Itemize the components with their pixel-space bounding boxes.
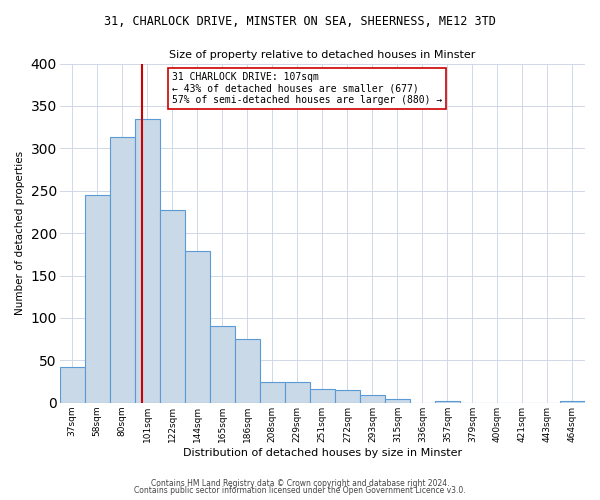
X-axis label: Distribution of detached houses by size in Minster: Distribution of detached houses by size … xyxy=(183,448,462,458)
Bar xyxy=(385,400,410,403)
Bar xyxy=(185,251,210,403)
Bar xyxy=(310,389,335,403)
Bar xyxy=(235,339,260,403)
Bar xyxy=(260,382,285,403)
Bar xyxy=(85,195,110,403)
Bar xyxy=(285,382,310,403)
Bar xyxy=(60,367,85,403)
Y-axis label: Number of detached properties: Number of detached properties xyxy=(15,151,25,315)
Bar xyxy=(560,401,585,403)
Bar xyxy=(335,390,360,403)
Text: Contains public sector information licensed under the Open Government Licence v3: Contains public sector information licen… xyxy=(134,486,466,495)
Text: 31, CHARLOCK DRIVE, MINSTER ON SEA, SHEERNESS, ME12 3TD: 31, CHARLOCK DRIVE, MINSTER ON SEA, SHEE… xyxy=(104,15,496,28)
Text: Contains HM Land Registry data © Crown copyright and database right 2024.: Contains HM Land Registry data © Crown c… xyxy=(151,478,449,488)
Bar xyxy=(160,210,185,403)
Bar xyxy=(110,138,135,403)
Text: 31 CHARLOCK DRIVE: 107sqm
← 43% of detached houses are smaller (677)
57% of semi: 31 CHARLOCK DRIVE: 107sqm ← 43% of detac… xyxy=(172,72,443,105)
Bar xyxy=(210,326,235,403)
Bar xyxy=(435,401,460,403)
Title: Size of property relative to detached houses in Minster: Size of property relative to detached ho… xyxy=(169,50,476,60)
Bar xyxy=(135,118,160,403)
Bar xyxy=(360,395,385,403)
